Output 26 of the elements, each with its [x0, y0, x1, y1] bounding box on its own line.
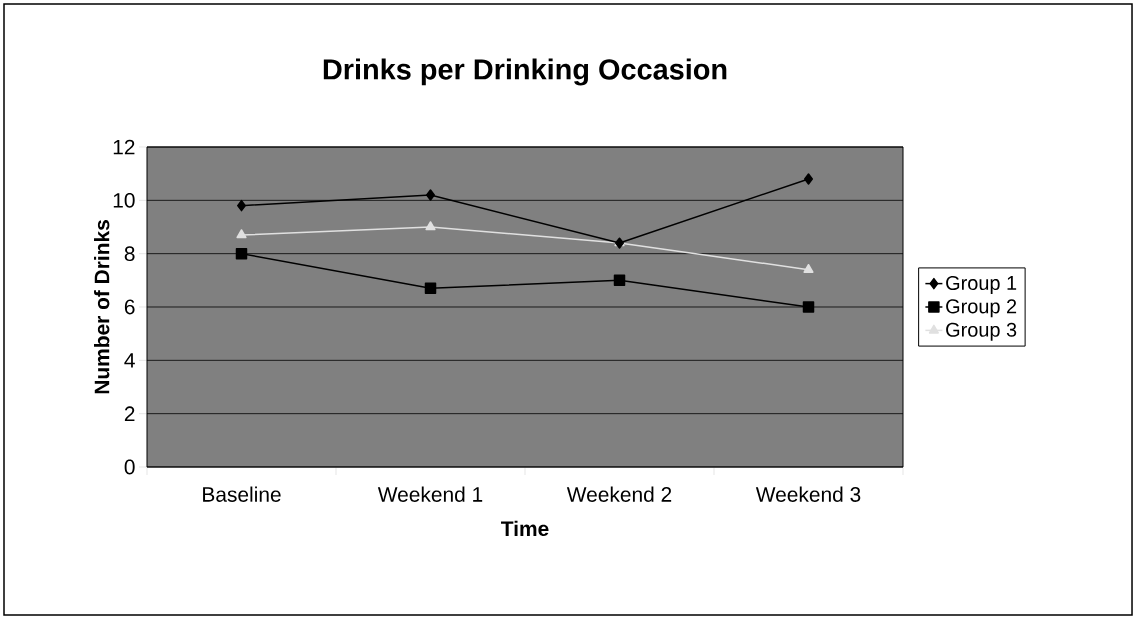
legend-label: Group 2	[946, 299, 1017, 318]
legend-label: Group 1	[946, 275, 1017, 294]
legend-label: Group 3	[946, 322, 1017, 341]
x-tick-label: Weekend 2	[566, 486, 672, 502]
point	[235, 247, 248, 260]
point	[424, 282, 437, 295]
point	[803, 263, 814, 273]
y-tick-label: 6	[124, 299, 135, 315]
x-tick-label: Weekend 3	[755, 486, 861, 502]
y-tick-label: 0	[124, 459, 135, 475]
y-tick-label: 12	[113, 139, 135, 155]
point	[802, 301, 815, 313]
point	[613, 274, 626, 287]
y-axis-title: Number of Drinks	[94, 220, 110, 394]
y-tick-label: 4	[124, 353, 135, 368]
point	[426, 189, 435, 201]
y-tick-label: 10	[113, 192, 135, 208]
point	[804, 173, 814, 185]
point	[425, 221, 436, 231]
x-tick-label: Baseline	[203, 486, 281, 502]
y-tick-label: 2	[124, 406, 135, 421]
point	[236, 229, 247, 239]
x-tick-label: Weekend 1	[377, 486, 483, 502]
y-tick-label: 8	[124, 246, 135, 262]
chart-title: Drinks per Drinking Occasion	[323, 58, 727, 86]
x-axis-title: Time	[501, 520, 549, 537]
